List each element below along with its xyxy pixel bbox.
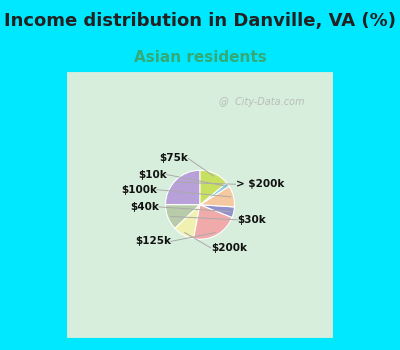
Text: $40k: $40k xyxy=(130,202,159,212)
Wedge shape xyxy=(166,170,200,205)
Text: > $200k: > $200k xyxy=(236,179,284,189)
Wedge shape xyxy=(175,205,200,239)
Text: $200k: $200k xyxy=(211,243,247,253)
Text: $10k: $10k xyxy=(138,169,166,180)
Text: @  City-Data.com: @ City-Data.com xyxy=(219,97,305,107)
Wedge shape xyxy=(194,205,232,239)
Wedge shape xyxy=(166,205,200,228)
Text: $100k: $100k xyxy=(121,185,157,195)
Wedge shape xyxy=(200,186,234,207)
Text: $75k: $75k xyxy=(159,153,188,163)
Wedge shape xyxy=(200,183,229,205)
Text: Asian residents: Asian residents xyxy=(134,50,266,65)
Wedge shape xyxy=(200,170,226,205)
Wedge shape xyxy=(200,205,234,217)
Text: $125k: $125k xyxy=(135,236,171,246)
Bar xyxy=(65,70,335,340)
Text: Income distribution in Danville, VA (%): Income distribution in Danville, VA (%) xyxy=(4,12,396,30)
Text: $30k: $30k xyxy=(238,215,266,225)
